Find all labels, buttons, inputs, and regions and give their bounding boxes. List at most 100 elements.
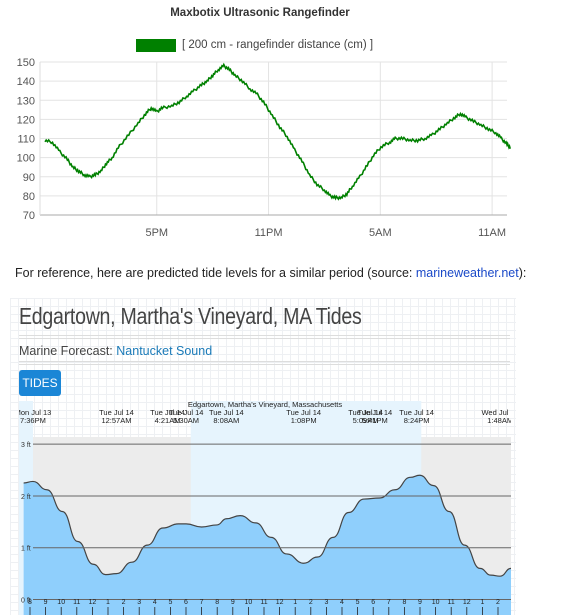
hour-tick-label: 2	[309, 599, 313, 606]
hour-tick-label: 10	[245, 599, 253, 606]
hour-tick-label: 4	[153, 599, 157, 606]
tide-page-title: Edgartown, Martha's Vineyard, MA Tides	[19, 303, 362, 329]
hour-tick-label: 4	[340, 599, 344, 606]
x-tick-label: 11PM	[255, 227, 283, 239]
y-tick-label: 120	[17, 114, 35, 126]
chart-legend[interactable]: [ 200 cm - rangefinder distance (cm) ]	[136, 38, 373, 52]
tide-event-label-line: Tue Jul 14	[209, 408, 244, 417]
hour-tick-label: 2	[122, 599, 126, 606]
tide-event-label: Tue Jul 14 4:21AM	[150, 408, 185, 425]
tide-chart: 3 ft 2 ft 1 ft 0 ft Edgartown, Martha's Vine…	[19, 401, 511, 615]
hour-tick-label: 10	[57, 599, 65, 606]
y-tick-label: 90	[23, 172, 35, 184]
divider	[19, 361, 510, 365]
hour-tick-label: 1	[480, 599, 484, 606]
hour-tick-label: 11	[448, 599, 455, 606]
tide-event-label-line: 1:48AM	[487, 416, 511, 425]
hour-tick-label: 9	[231, 599, 235, 606]
hour-tick-label: 11	[260, 599, 267, 606]
tide-event-label-line: 5:09PM	[353, 416, 379, 425]
rangefinder-chart: 150 140 130 120 110 100 90 80 70 5PM 11PM 5AM 11AM	[17, 57, 511, 239]
hour-tick-label: 9	[44, 599, 48, 606]
tide-event-label-line: Wed Jul 15	[481, 408, 511, 417]
hour-tick-label: 8	[215, 599, 219, 606]
hour-tick-label: 6	[371, 599, 375, 606]
x-tick-label: 5AM	[369, 227, 392, 239]
tide-event-label-line: 7:36PM	[20, 416, 46, 425]
x-tick-label: 11AM	[478, 227, 506, 239]
y-tick-label: 150	[17, 57, 35, 69]
tide-event-label: Tue Jul 14 8:24PM	[399, 408, 434, 425]
tide-event-label-line: Tue Jul 14	[150, 408, 185, 417]
y-tick-label: 80	[23, 191, 35, 203]
tide-event-label: Tue Jul 14 8:08AM	[209, 408, 244, 425]
tide-event-label-line: Tue Jul 14	[357, 408, 392, 417]
hour-tick-label: 3	[137, 599, 141, 606]
divider	[19, 335, 510, 339]
y-tick-label: 110	[17, 134, 35, 146]
tide-widget: Edgartown, Martha's Vineyard, MA Tides M…	[10, 298, 516, 615]
legend-label: [ 200 cm - rangefinder distance (cm) ]	[182, 39, 374, 51]
tide-event-label: Wed Jul 151:48AM	[481, 408, 511, 425]
tide-line	[23, 474, 511, 577]
tide-event-label-line: Tue Jul 14	[286, 408, 321, 417]
hour-tick-label: 12	[463, 599, 471, 606]
tide-event-label-line: Tue Jul 14	[348, 408, 383, 417]
hour-tick-label: 9	[418, 599, 422, 606]
tide-event-label-line: Tue Jul 14	[99, 408, 134, 417]
y-tick-label: 70	[23, 210, 35, 222]
tide-event-label: Tue Jul 14 5:30AM	[169, 408, 204, 425]
tide-event-label-line: Tue Jul 14	[169, 408, 204, 417]
tide-area	[23, 475, 511, 615]
y-tick-label: 100	[17, 153, 35, 165]
reference-lead: For reference, here are predicted tide l…	[15, 266, 416, 280]
nantucket-sound-link[interactable]: Nantucket Sound	[116, 344, 213, 358]
tides-button[interactable]: TIDES	[19, 370, 61, 396]
hour-tick-label: 5	[356, 599, 360, 606]
legend-swatch	[136, 38, 176, 52]
tide-event-label-line: Mon Jul 13	[19, 408, 51, 417]
tide-event-label: Tue Jul 14 5:41PM	[357, 408, 392, 425]
tide-event-label: Tue Jul 14 1:08PM	[286, 408, 321, 425]
marine-forecast: Marine Forecast: Nantucket Sound	[19, 344, 212, 358]
tide-event-label-line: 4:21AM	[155, 416, 181, 425]
tide-event-label-line: 8:24PM	[404, 416, 430, 425]
hour-tick-label: 3	[324, 599, 328, 606]
hour-tick-label: 12	[89, 599, 97, 606]
hour-tick-label: 8	[28, 599, 32, 606]
reference-text: For reference, here are predicted tide l…	[15, 266, 526, 280]
tide-event-label-line: 5:41PM	[362, 416, 388, 425]
hour-tick-label: 7	[387, 599, 391, 606]
hour-tick-label: 12	[276, 599, 284, 606]
hour-tick-label: 8	[402, 599, 406, 606]
tide-event-label: Tue Jul 14 5:09PM	[348, 408, 383, 425]
tide-event-label-line: Tue Jul 14	[399, 408, 434, 417]
hour-tick-label: 10	[432, 599, 440, 606]
tide-event-label-line: 1:08PM	[291, 416, 317, 425]
source-link[interactable]: marineweather.net	[415, 266, 519, 280]
hour-tick-label: 1	[293, 599, 297, 606]
series-line	[44, 62, 511, 201]
y-tick-label: 130	[17, 95, 35, 107]
tide-event-label-line: 5:30AM	[173, 416, 199, 425]
hour-tick-label: 5	[168, 599, 172, 606]
reference-tail: ):	[518, 266, 527, 280]
tide-chart-title: Edgartown, Martha's Vineyard, Massachuse…	[188, 401, 343, 409]
tide-event-label: Tue Jul 14 12:57AM	[99, 408, 134, 425]
hour-tick-label: 2	[496, 599, 500, 606]
hour-tick-label: 7	[200, 599, 204, 606]
hour-tick-label: 6	[184, 599, 188, 606]
y-tick-label: 1 ft	[21, 546, 31, 553]
tide-event-label-line: 12:57AM	[101, 416, 131, 425]
x-tick-label: 5PM	[145, 227, 168, 239]
y-tick-label: 3 ft	[21, 442, 31, 449]
chart-title: Maxbotix Ultrasonic Rangefinder	[170, 7, 350, 19]
tide-event-label-line: 8:08AM	[213, 416, 239, 425]
y-tick-label: 140	[17, 76, 35, 88]
hour-tick-label: 11	[73, 599, 80, 606]
hour-tick-label: 1	[106, 599, 110, 606]
tide-event-label: Mon Jul 137:36PM	[19, 408, 51, 425]
y-tick-label: 0 ft	[21, 597, 31, 604]
y-tick-label: 2 ft	[21, 494, 31, 501]
marine-forecast-label: Marine Forecast:	[19, 344, 117, 358]
